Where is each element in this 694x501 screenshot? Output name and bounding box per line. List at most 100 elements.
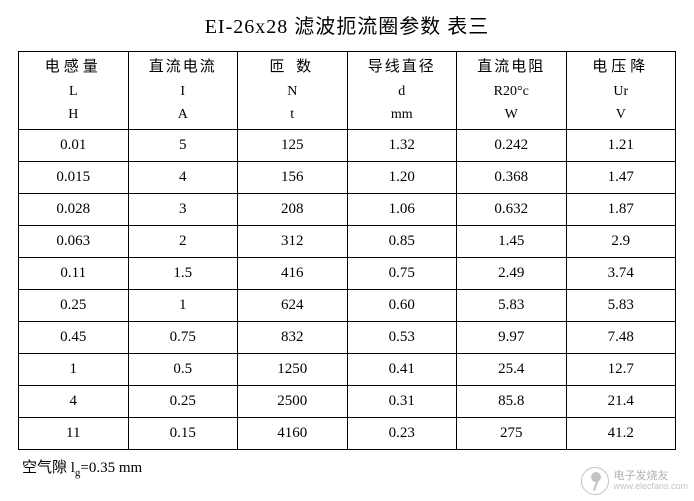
hdr-main: 导线直径 (350, 56, 455, 79)
table-row: 0.450.758320.539.977.48 (19, 321, 676, 353)
hdr-main: 匝 数 (240, 56, 345, 79)
footnote-suffix: =0.35 mm (80, 460, 142, 476)
hdr-sym: Ur (569, 81, 674, 102)
hdr-unit: t (240, 104, 345, 125)
table-cell: 41.2 (566, 417, 676, 449)
table-cell: 3.74 (566, 257, 676, 289)
table-cell: 2500 (238, 385, 348, 417)
table-cell: 1.45 (457, 225, 567, 257)
table-cell: 0.028 (19, 193, 129, 225)
hdr-main: 电压降 (569, 56, 674, 79)
col-header-voltage-drop: 电压降 Ur V (566, 52, 676, 130)
table-cell: 0.015 (19, 161, 129, 193)
table-cell: 0.75 (128, 321, 238, 353)
table-cell: 11 (19, 417, 129, 449)
table-cell: 3 (128, 193, 238, 225)
hdr-unit: W (459, 104, 564, 125)
hdr-sym: N (240, 81, 345, 102)
table-cell: 9.97 (457, 321, 567, 353)
col-header-wire-diameter: 导线直径 d mm (347, 52, 457, 130)
col-header-dc-resistance: 直流电阻 R20°c W (457, 52, 567, 130)
table-cell: 1.47 (566, 161, 676, 193)
table-cell: 0.15 (128, 417, 238, 449)
table-cell: 0.5 (128, 353, 238, 385)
watermark-line2: www.elecfans.com (613, 482, 688, 492)
footnote-air-gap: 空气隙 lg=0.35 mm (18, 456, 676, 479)
table-header-row: 电感量 L H 直流电流 I A 匝 数 N t 导线直径 d mm 直流电阻 (19, 52, 676, 130)
table-cell: 416 (238, 257, 348, 289)
hdr-unit: H (21, 104, 126, 125)
table-row: 0.0151251.320.2421.21 (19, 129, 676, 161)
table-cell: 5.83 (566, 289, 676, 321)
table-cell: 1250 (238, 353, 348, 385)
table-row: 0.2516240.605.835.83 (19, 289, 676, 321)
table-cell: 624 (238, 289, 348, 321)
table-cell: 156 (238, 161, 348, 193)
table-cell: 125 (238, 129, 348, 161)
table-cell: 0.368 (457, 161, 567, 193)
table-row: 0.111.54160.752.493.74 (19, 257, 676, 289)
hdr-main: 直流电流 (131, 56, 236, 79)
table-cell: 2.9 (566, 225, 676, 257)
table-cell: 0.25 (128, 385, 238, 417)
watermark-text: 电子发烧友 www.elecfans.com (613, 470, 688, 492)
watermark: 电子发烧友 www.elecfans.com (581, 467, 688, 495)
page-title: EI-26x28 滤波扼流圈参数 表三 (18, 10, 676, 39)
hdr-sym: I (131, 81, 236, 102)
table-cell: 208 (238, 193, 348, 225)
table-cell: 312 (238, 225, 348, 257)
choke-params-table: 电感量 L H 直流电流 I A 匝 数 N t 导线直径 d mm 直流电阻 (18, 51, 676, 450)
table-cell: 2 (128, 225, 238, 257)
table-cell: 0.25 (19, 289, 129, 321)
table-cell: 0.60 (347, 289, 457, 321)
table-cell: 0.31 (347, 385, 457, 417)
table-cell: 1.5 (128, 257, 238, 289)
table-cell: 0.45 (19, 321, 129, 353)
table-cell: 25.4 (457, 353, 567, 385)
table-cell: 2.49 (457, 257, 567, 289)
table-cell: 0.75 (347, 257, 457, 289)
col-header-dc-current: 直流电流 I A (128, 52, 238, 130)
table-cell: 1.20 (347, 161, 457, 193)
table-cell: 832 (238, 321, 348, 353)
table-row: 110.1541600.2327541.2 (19, 417, 676, 449)
hdr-unit: V (569, 104, 674, 125)
table-cell: 4 (128, 161, 238, 193)
table-cell: 0.01 (19, 129, 129, 161)
table-cell: 1.21 (566, 129, 676, 161)
hdr-unit: A (131, 104, 236, 125)
table-row: 0.01541561.200.3681.47 (19, 161, 676, 193)
table-row: 10.512500.4125.412.7 (19, 353, 676, 385)
table-cell: 0.063 (19, 225, 129, 257)
table-cell: 0.23 (347, 417, 457, 449)
table-cell: 275 (457, 417, 567, 449)
table-body: 0.0151251.320.2421.210.01541561.200.3681… (19, 129, 676, 449)
table-cell: 0.242 (457, 129, 567, 161)
table-row: 40.2525000.3185.821.4 (19, 385, 676, 417)
table-cell: 1 (19, 353, 129, 385)
table-cell: 4160 (238, 417, 348, 449)
table-cell: 12.7 (566, 353, 676, 385)
footnote-prefix: 空气隙 l (22, 460, 75, 476)
table-cell: 5 (128, 129, 238, 161)
col-header-turns: 匝 数 N t (238, 52, 348, 130)
table-cell: 5.83 (457, 289, 567, 321)
hdr-main: 直流电阻 (459, 56, 564, 79)
table-cell: 21.4 (566, 385, 676, 417)
table-cell: 1.06 (347, 193, 457, 225)
table-cell: 0.11 (19, 257, 129, 289)
table-row: 0.06323120.851.452.9 (19, 225, 676, 257)
table-cell: 1.32 (347, 129, 457, 161)
watermark-logo-icon (581, 467, 609, 495)
hdr-sym: R20°c (459, 81, 564, 102)
table-cell: 1.87 (566, 193, 676, 225)
hdr-sym: d (350, 81, 455, 102)
table-cell: 0.632 (457, 193, 567, 225)
table-cell: 0.41 (347, 353, 457, 385)
table-cell: 1 (128, 289, 238, 321)
table-cell: 0.53 (347, 321, 457, 353)
col-header-inductance: 电感量 L H (19, 52, 129, 130)
hdr-unit: mm (350, 104, 455, 125)
table-cell: 7.48 (566, 321, 676, 353)
hdr-main: 电感量 (21, 56, 126, 79)
